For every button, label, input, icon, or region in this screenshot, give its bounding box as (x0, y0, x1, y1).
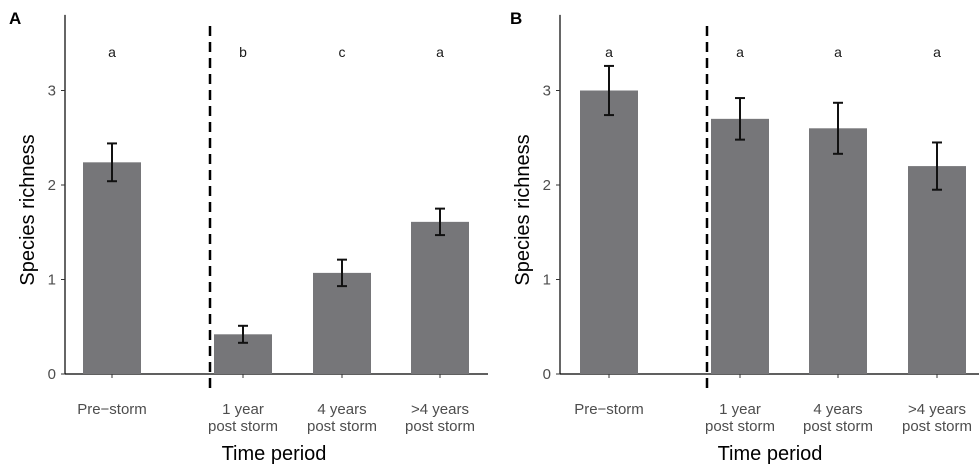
y-tick-label: 0 (48, 366, 56, 383)
x-tick-label-line: 4 years (317, 401, 366, 418)
x-tick-label-line: >4 years (908, 401, 966, 418)
panel-a-label: A (9, 9, 21, 28)
panel-a: A Species richness Time period 0 1 2 3 Pre−s… (9, 9, 488, 465)
x-tick-label-line: 4 years (813, 401, 862, 418)
x-tick-label-line: post storm (803, 418, 873, 435)
bar (809, 128, 867, 374)
significance-letter: a (436, 44, 444, 60)
significance-letter: a (933, 44, 941, 60)
bar (313, 272, 371, 374)
x-tick-label: >4 years post storm (902, 401, 972, 435)
x-tick-label-line: post storm (208, 418, 278, 435)
x-tick-label: Pre−storm (574, 401, 644, 418)
y-tick-label: 3 (543, 83, 551, 100)
significance-letter: c (339, 44, 346, 60)
y-tick-label: 3 (48, 83, 56, 100)
y-tick-label: 2 (543, 177, 551, 194)
panel-b-y-axis-title: Species richness (512, 134, 534, 285)
x-tick-label-line: >4 years (411, 401, 469, 418)
x-tick-label: 1 year post storm (208, 401, 278, 435)
x-tick-label-line: Pre−storm (574, 401, 644, 418)
bar (83, 162, 141, 374)
panel-a-x-axis-title: Time period (222, 443, 327, 465)
y-tick-label: 1 (543, 272, 551, 289)
significance-letter: b (239, 44, 247, 60)
bar (908, 166, 966, 374)
panel-b-x-axis-title: Time period (718, 443, 823, 465)
x-tick-label-line: post storm (902, 418, 972, 435)
x-tick-label-line: post storm (705, 418, 775, 435)
significance-letter: a (834, 44, 842, 60)
x-tick-label: Pre−storm (77, 401, 147, 418)
x-tick-label-line: post storm (405, 418, 475, 435)
x-tick-label-line: 1 year (222, 401, 264, 418)
x-tick-label-line: Pre−storm (77, 401, 147, 418)
x-tick-label-line: 1 year (719, 401, 761, 418)
significance-letter: a (108, 44, 116, 60)
x-tick-label: 4 years post storm (307, 401, 377, 435)
bar (711, 118, 769, 374)
x-tick-label: >4 years post storm (405, 401, 475, 435)
y-tick-label: 1 (48, 272, 56, 289)
panel-b-label: B (510, 9, 522, 28)
significance-letter: a (605, 44, 613, 60)
y-tick-label: 0 (543, 366, 551, 383)
y-tick-label: 2 (48, 177, 56, 194)
panel-b: B Species richness Time period 0 1 2 3 Pre−s… (510, 9, 979, 465)
bar (411, 221, 469, 374)
panel-a-y-axis-title: Species richness (17, 134, 39, 285)
x-tick-label-line: post storm (307, 418, 377, 435)
significance-letter: a (736, 44, 744, 60)
x-tick-label: 4 years post storm (803, 401, 873, 435)
x-tick-label: 1 year post storm (705, 401, 775, 435)
bar (580, 90, 638, 374)
